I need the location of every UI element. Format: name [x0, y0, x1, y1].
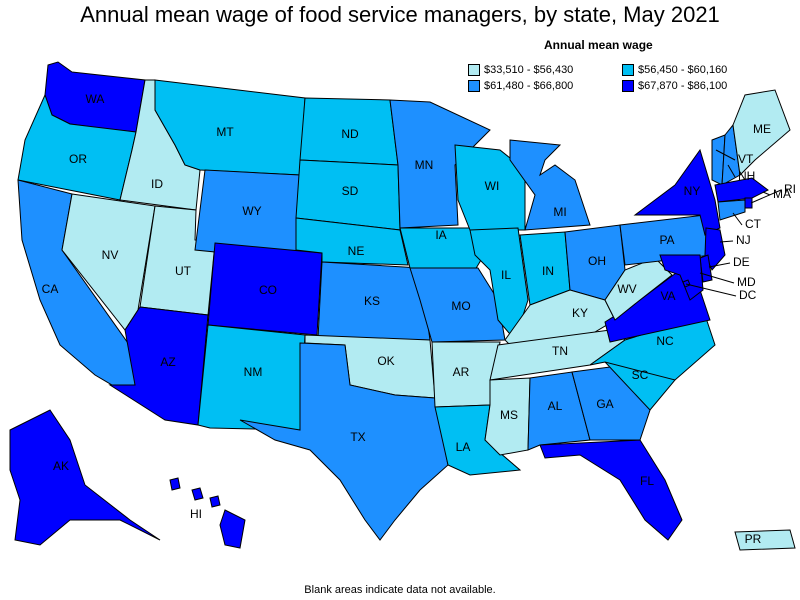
state-label-ky: KY: [572, 306, 588, 320]
state-nc: [589, 314, 716, 381]
state-ma: [714, 177, 769, 203]
map-title: Annual mean wage of food service manager…: [80, 2, 720, 27]
legend-label-4: $67,870 - $86,100: [638, 80, 728, 92]
state-mi: [509, 139, 591, 231]
leader-line-md: [699, 272, 735, 284]
state-label-ks: KS: [364, 294, 380, 308]
state-label-nh: NH: [738, 169, 755, 183]
legend-swatch-2: [622, 64, 634, 76]
state-label-mn: MN: [415, 158, 434, 172]
state-label-nv: NV: [102, 248, 119, 262]
state-label-dc: DC: [739, 288, 757, 302]
legend-swatch-1: [468, 64, 480, 76]
state-az: [108, 306, 209, 426]
state-label-wv: WV: [617, 282, 636, 296]
state-label-az: AZ: [160, 355, 175, 369]
leader-line-dc: [685, 283, 737, 297]
state-label-pa: PA: [659, 233, 674, 247]
state-tx: [239, 342, 449, 541]
state-label-pr: PR: [745, 532, 762, 546]
state-label-mt: MT: [216, 125, 234, 139]
state-label-ct: CT: [745, 217, 762, 231]
state-al: [527, 371, 591, 451]
state-md: [659, 254, 704, 301]
state-label-ga: GA: [596, 397, 613, 411]
state-label-oh: OH: [588, 254, 606, 268]
state-ak: [9, 409, 161, 546]
legend-label-1: $33,510 - $56,430: [484, 64, 574, 76]
legend: Annual mean wage $33,510 - $56,430 $56,4…: [468, 38, 798, 92]
state-label-de: DE: [733, 255, 750, 269]
legend-label-3: $61,480 - $66,800: [484, 80, 574, 92]
state-label-ne: NE: [348, 244, 365, 258]
state-label-me: ME: [753, 122, 771, 136]
footnote: Blank areas indicate data not available.: [304, 584, 496, 596]
state-label-mi: MI: [553, 205, 566, 219]
state-label-ak: AK: [53, 459, 69, 473]
leader-line-nj: [719, 240, 734, 243]
state-label-ia: IA: [435, 228, 446, 242]
state-label-vt: VT: [738, 152, 754, 166]
legend-item-1: $33,510 - $56,430: [468, 64, 618, 76]
state-label-wy: WY: [242, 204, 261, 218]
state-label-la: LA: [456, 440, 471, 454]
legend-item-4: $67,870 - $86,100: [622, 80, 792, 92]
state-me: [732, 89, 791, 177]
legend-item-2: $56,450 - $60,160: [622, 64, 792, 76]
leader-line-vt: [715, 149, 736, 161]
state-label-ca: CA: [42, 282, 59, 296]
state-label-sc: SC: [632, 368, 649, 382]
state-nj: [704, 227, 726, 271]
state-ny: [633, 148, 721, 236]
state-label-il: IL: [501, 268, 511, 282]
legend-title: Annual mean wage: [544, 38, 653, 52]
state-label-ma: MA: [773, 187, 791, 201]
leader-line-nh: [727, 164, 736, 178]
state-label-sd: SD: [342, 184, 359, 198]
state-wv: [604, 257, 673, 321]
state-label-fl: FL: [640, 474, 654, 488]
state-label-wa: WA: [86, 92, 105, 106]
state-label-tn: TN: [552, 344, 568, 358]
state-label-co: CO: [259, 283, 277, 297]
state-label-id: ID: [151, 177, 163, 191]
state-ct: [717, 199, 746, 221]
state-pr: [734, 529, 796, 551]
state-label-wi: WI: [485, 179, 500, 193]
leader-line-de: [708, 262, 731, 268]
leader-line-ma: [762, 191, 771, 196]
state-label-tx: TX: [350, 430, 365, 444]
state-label-nd: ND: [341, 127, 359, 141]
state-label-nj: NJ: [736, 233, 751, 247]
legend-swatch-4: [622, 80, 634, 92]
state-mn: [389, 99, 491, 229]
state-fl: [539, 439, 683, 541]
state-hi: [169, 477, 246, 549]
legend-items: $33,510 - $56,430 $56,450 - $60,160 $61,…: [468, 64, 798, 92]
state-label-ri: RI: [784, 182, 796, 196]
legend-item-3: $61,480 - $66,800: [468, 80, 618, 92]
state-label-va: VA: [660, 289, 675, 303]
state-label-ok: OK: [377, 354, 394, 368]
legend-label-2: $56,450 - $60,160: [638, 64, 728, 76]
state-ri: [744, 197, 753, 209]
state-label-nm: NM: [244, 365, 263, 379]
state-label-or: OR: [69, 152, 87, 166]
state-label-in: IN: [542, 264, 554, 278]
state-label-ny: NY: [684, 184, 701, 198]
state-label-ut: UT: [175, 264, 192, 278]
state-il: [469, 227, 529, 342]
state-label-nc: NC: [656, 334, 674, 348]
state-label-ar: AR: [453, 365, 470, 379]
leader-line-ri: [750, 189, 782, 204]
state-label-md: MD: [737, 275, 756, 289]
state-label-al: AL: [548, 399, 563, 413]
state-dc: [682, 279, 691, 288]
state-label-mo: MO: [451, 299, 470, 313]
state-label-hi: HI: [190, 507, 202, 521]
state-label-ms: MS: [500, 408, 518, 422]
legend-swatch-3: [468, 80, 480, 92]
leader-line-ct: [732, 212, 743, 226]
